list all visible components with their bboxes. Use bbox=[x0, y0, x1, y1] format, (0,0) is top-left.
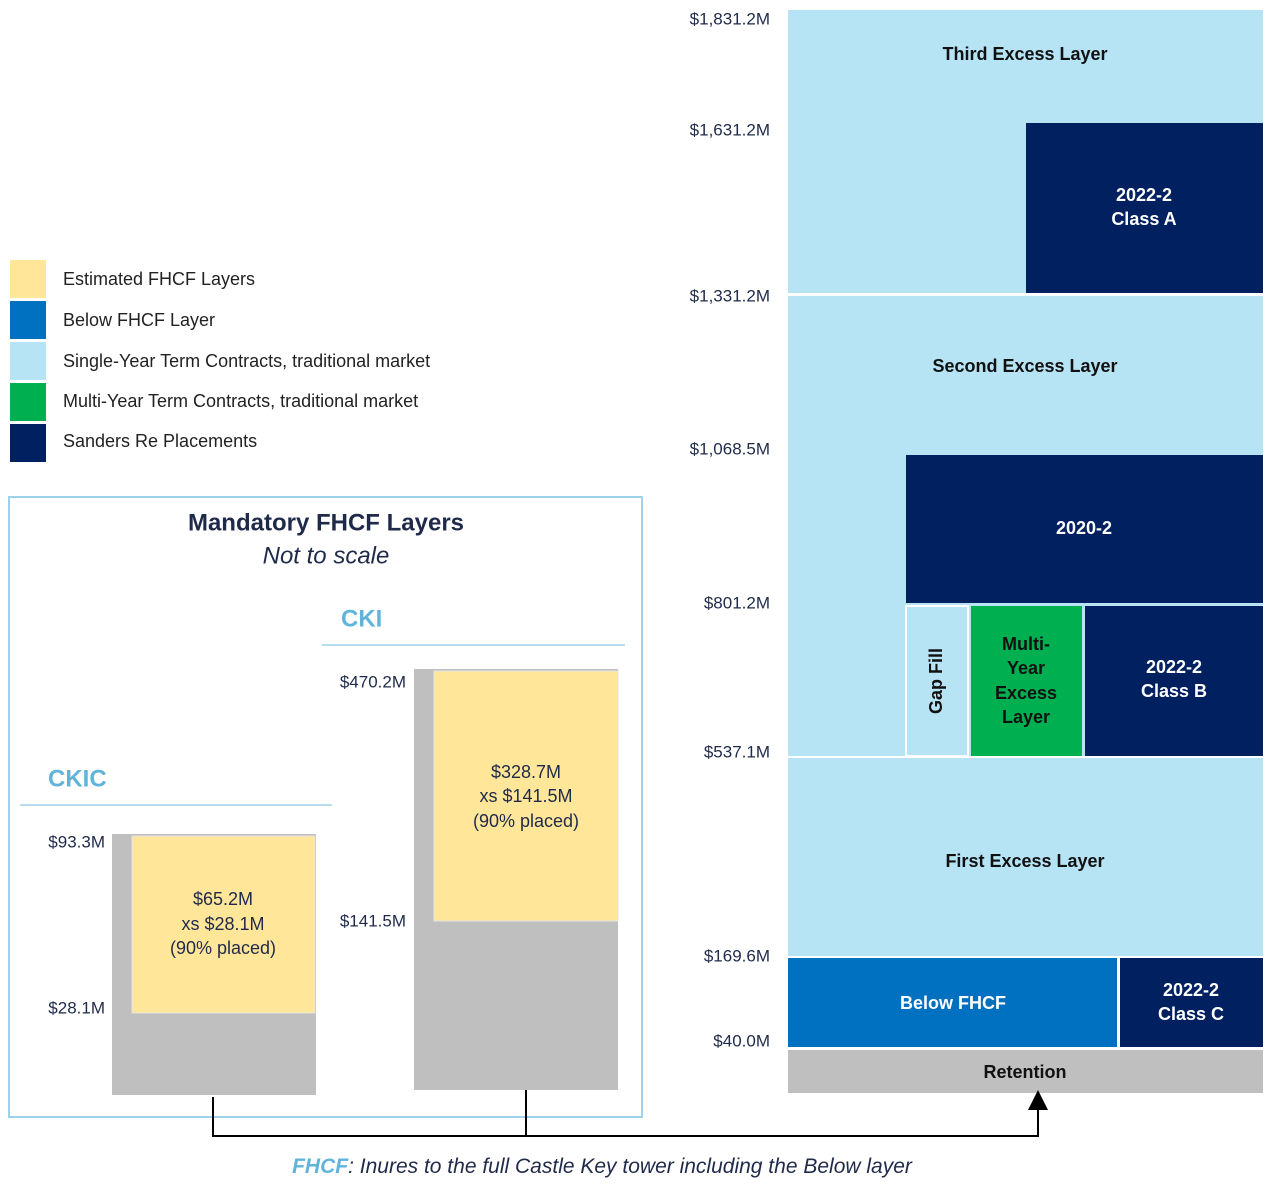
layer bbox=[971, 606, 1082, 756]
footnote-text: : Inures to the full Castle Key tower in… bbox=[348, 1155, 913, 1178]
legend-label: Below FHCF Layer bbox=[63, 310, 215, 330]
inset-frame bbox=[8, 496, 643, 1118]
layer-label: Class A bbox=[1111, 209, 1176, 229]
layer-label: Excess bbox=[995, 683, 1057, 703]
block-label: (90% placed) bbox=[170, 938, 276, 958]
legend-label: Single-Year Term Contracts, traditional … bbox=[63, 351, 430, 371]
layer-label: Layer bbox=[1002, 707, 1050, 727]
legend: Estimated FHCF Layers Below FHCF Layer S… bbox=[10, 260, 430, 462]
legend-label: Multi-Year Term Contracts, traditional m… bbox=[63, 391, 418, 411]
axis-label: $1,068.5M bbox=[690, 439, 770, 458]
layer bbox=[788, 1050, 1263, 1093]
layer-label: 2020-2 bbox=[1056, 518, 1112, 538]
inset-subtitle: Not to scale bbox=[263, 542, 390, 569]
block-label: $65.2M bbox=[193, 889, 253, 909]
block-label: xs $141.5M bbox=[479, 786, 572, 806]
layer bbox=[905, 605, 969, 757]
axis-label: $1,631.2M bbox=[690, 120, 770, 139]
swatch bbox=[10, 424, 46, 462]
axis-label: $801.2M bbox=[704, 593, 770, 612]
block-label: (90% placed) bbox=[473, 811, 579, 831]
legend-label: Sanders Re Placements bbox=[63, 431, 257, 451]
layer-label: Third Excess Layer bbox=[942, 44, 1107, 64]
legend-label: Estimated FHCF Layers bbox=[63, 269, 255, 289]
entity-name: CKI bbox=[341, 605, 382, 632]
connector bbox=[212, 1090, 1048, 1137]
axis-label: $537.1M bbox=[704, 742, 770, 761]
tower: Third Excess Layer 2022-2 Class A Second… bbox=[690, 9, 1263, 1093]
axis-label: $169.6M bbox=[704, 946, 770, 965]
swatch bbox=[10, 342, 46, 380]
layer-label: Second Excess Layer bbox=[932, 356, 1117, 376]
layer-label: Gap Fill bbox=[926, 648, 946, 714]
layer bbox=[1120, 958, 1263, 1047]
swatch bbox=[10, 301, 46, 339]
layer bbox=[906, 455, 1263, 603]
layer-label: Year bbox=[1007, 658, 1045, 678]
axis-label: $141.5M bbox=[340, 911, 406, 930]
inset: Mandatory FHCF Layers Not to scale CKIC … bbox=[8, 496, 643, 1118]
axis-label: $40.0M bbox=[713, 1031, 770, 1050]
footnote: FHCF: Inures to the full Castle Key towe… bbox=[292, 1155, 913, 1178]
block-label: $328.7M bbox=[491, 762, 561, 782]
layer-label: 2022-2 bbox=[1116, 185, 1172, 205]
block-label: xs $28.1M bbox=[181, 914, 264, 934]
inset-title: Mandatory FHCF Layers bbox=[188, 509, 464, 536]
layer-label: Retention bbox=[984, 1062, 1067, 1082]
layer-label: First Excess Layer bbox=[945, 851, 1104, 871]
layer bbox=[788, 758, 1263, 956]
layer-label: Below FHCF bbox=[900, 993, 1006, 1013]
layer-label: 2022-2 bbox=[1163, 980, 1219, 1000]
layer-label: Class C bbox=[1158, 1004, 1224, 1024]
layer-label: 2022-2 bbox=[1146, 657, 1202, 677]
layer bbox=[1026, 123, 1263, 293]
entity-name: CKIC bbox=[48, 765, 107, 792]
axis-label: $28.1M bbox=[48, 998, 105, 1017]
block bbox=[433, 670, 619, 922]
block bbox=[131, 835, 316, 1014]
layer-label: Multi- bbox=[1002, 634, 1050, 654]
layer bbox=[788, 958, 1117, 1047]
axis-label: $1,831.2M bbox=[690, 9, 770, 28]
axis-label: $93.3M bbox=[48, 832, 105, 851]
swatch bbox=[10, 260, 46, 298]
swatch bbox=[10, 383, 46, 421]
footnote-prefix: FHCF bbox=[292, 1155, 349, 1178]
layer-label: Class B bbox=[1141, 681, 1207, 701]
axis-label: $470.2M bbox=[340, 672, 406, 691]
axis-label: $1,331.2M bbox=[690, 286, 770, 305]
layer bbox=[1085, 606, 1263, 756]
